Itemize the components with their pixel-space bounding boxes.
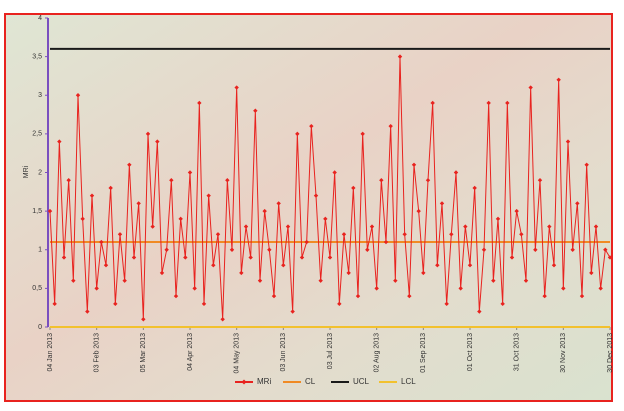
- legend-label: MRi: [257, 377, 271, 386]
- x-tick-label: 04 May 2013: [234, 333, 241, 374]
- x-tick-label: 31 Oct 2013: [514, 333, 521, 371]
- legend-label: CL: [305, 377, 316, 386]
- x-tick-label: 01 Sep 2013: [420, 333, 427, 373]
- x-tick-label: 30 Nov 2013: [560, 333, 567, 373]
- y-tick-label: 1,5: [32, 208, 42, 215]
- x-tick-label: 03 Jun 2013: [280, 333, 287, 372]
- x-tick-label: 04 Apr 2013: [187, 333, 194, 371]
- x-tick-label: 02 Aug 2013: [374, 333, 381, 372]
- y-tick-label: 3: [38, 92, 42, 99]
- y-tick-label: 2: [38, 169, 42, 176]
- legend-label: UCL: [353, 377, 370, 386]
- y-axis-label: MRi: [23, 165, 30, 178]
- x-tick-label: 05 Mar 2013: [140, 333, 147, 372]
- y-tick-label: 4: [38, 15, 42, 22]
- x-tick-label: 30 Dec 2013: [607, 333, 614, 373]
- y-tick-label: 1: [38, 247, 42, 254]
- x-tick-label: 03 Jul 2013: [327, 333, 334, 369]
- y-tick-label: 2,5: [32, 131, 42, 138]
- x-tick-label: 01 Oct 2013: [467, 333, 474, 371]
- chart: MRi 0 0,5 1 1,5 2 2,5 3 3,5 4 04 Jan 2013 03 Feb 2…: [0, 0, 624, 406]
- page: {"chart_data": {"type": "line", "y_label…: [0, 0, 624, 406]
- y-tick-label: 0,5: [32, 285, 42, 292]
- y-tick-label: 0: [38, 324, 42, 331]
- x-tick-label: 03 Feb 2013: [94, 333, 101, 372]
- legend-label: LCL: [401, 377, 416, 386]
- x-tick-label: 04 Jan 2013: [47, 333, 54, 372]
- y-tick-label: 3,5: [32, 53, 42, 60]
